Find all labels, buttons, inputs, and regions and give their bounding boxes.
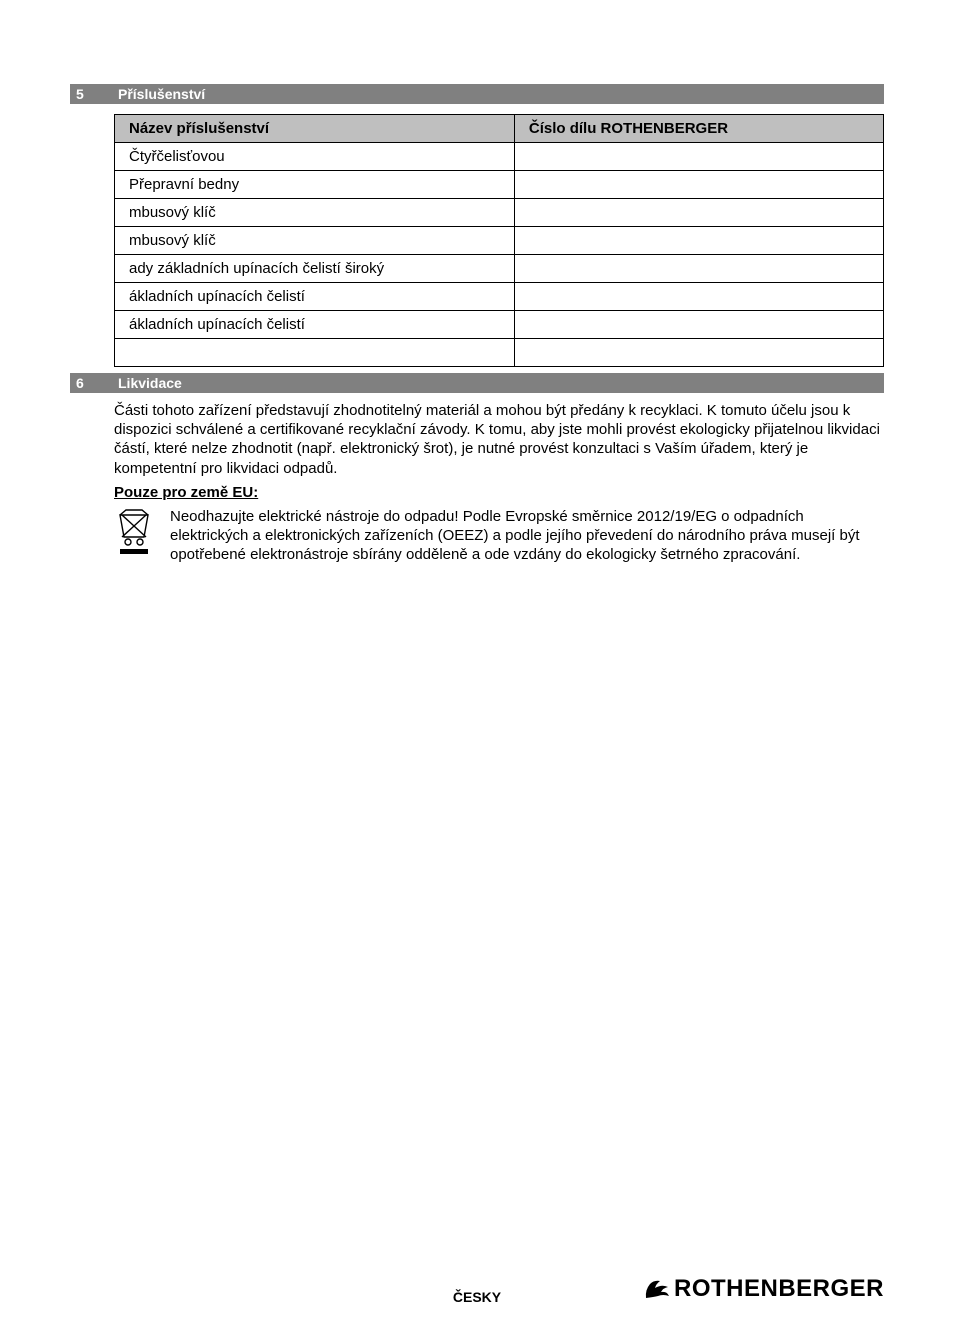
cell-name: ákladních upínacích čelistí <box>115 311 515 339</box>
section-number-5: 5 <box>74 86 118 102</box>
eu-text: Neodhazujte elektrické nástroje do odpad… <box>170 507 884 565</box>
cell-number <box>514 339 883 367</box>
section-title-disposal: Likvidace <box>118 375 182 391</box>
disposal-paragraph: Části tohoto zařízení představují zhodno… <box>114 401 884 478</box>
logo-claw-icon <box>644 1278 670 1300</box>
footer-logo: ROTHENBERGER <box>644 1275 884 1303</box>
table-row: ady základních upínacích čelistí široký <box>115 255 884 283</box>
header-number: Číslo dílu ROTHENBERGER <box>514 115 883 143</box>
cell-name: Přepravní bedny <box>115 171 515 199</box>
header-name: Název příslušenství <box>115 115 515 143</box>
table-row: ákladních upínacích čelistí <box>115 283 884 311</box>
cell-name: ady základních upínacích čelistí široký <box>115 255 515 283</box>
weee-icon <box>114 507 154 555</box>
table-row <box>115 339 884 367</box>
cell-number <box>514 283 883 311</box>
cell-number <box>514 255 883 283</box>
eu-heading: Pouze pro země EU: <box>114 484 884 501</box>
table-row: Přepravní bedny <box>115 171 884 199</box>
table-row: Čtyřčelisťovou <box>115 143 884 171</box>
cell-name: Čtyřčelisťovou <box>115 143 515 171</box>
cell-number <box>514 171 883 199</box>
cell-number <box>514 227 883 255</box>
table-row: mbusový klíč <box>115 227 884 255</box>
cell-number <box>514 199 883 227</box>
cell-number <box>514 311 883 339</box>
section-header-accessories: 5 Příslušenství <box>70 84 884 104</box>
table-row: ákladních upínacích čelistí <box>115 311 884 339</box>
accessories-table: Název příslušenství Číslo dílu ROTHENBER… <box>114 114 884 367</box>
cell-name: mbusový klíč <box>115 227 515 255</box>
section-number-6: 6 <box>74 375 118 391</box>
table-row: mbusový klíč <box>115 199 884 227</box>
cell-name <box>115 339 515 367</box>
footer-brand: ROTHENBERGER <box>674 1275 884 1303</box>
cell-number <box>514 143 883 171</box>
table-header-row: Název příslušenství Číslo dílu ROTHENBER… <box>115 115 884 143</box>
section-title-accessories: Příslušenství <box>118 86 205 102</box>
footer-language: ČESKY <box>453 1289 501 1305</box>
section-header-disposal: 6 Likvidace <box>70 373 884 393</box>
cell-name: mbusový klíč <box>115 199 515 227</box>
cell-name: ákladních upínacích čelistí <box>115 283 515 311</box>
